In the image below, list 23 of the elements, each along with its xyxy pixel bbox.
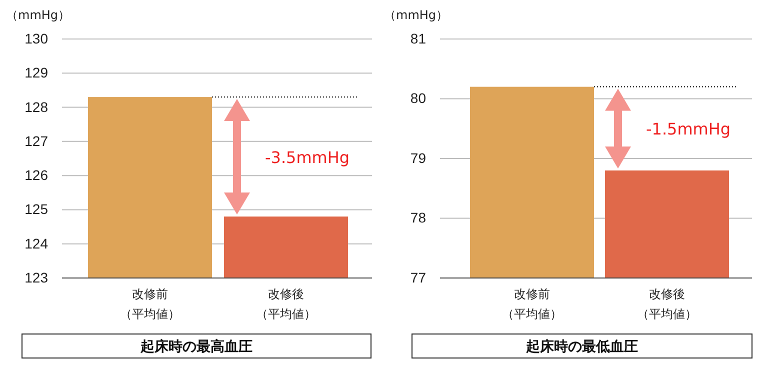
x-tick-label: 改修前（平均値）	[120, 287, 180, 321]
y-tick-label: 79	[410, 150, 426, 166]
y-tick-label: 77	[410, 269, 426, 286]
y-tick-label: 129	[24, 64, 48, 81]
y-axis-title: （mmHg）	[6, 8, 70, 22]
x-tick-label: 改修後（平均値）	[637, 287, 697, 321]
annotation: -3.5mmHg	[265, 148, 350, 167]
x-tick-label: 改修前（平均値）	[502, 287, 562, 321]
y-tick-label: 126	[24, 167, 48, 184]
y-tick-label: 123	[24, 269, 48, 286]
text: 起床時の最高血圧	[140, 338, 252, 355]
y-tick-label: 128	[24, 98, 48, 115]
y-tick-label: 125	[24, 201, 48, 218]
y-tick-label: 78	[410, 210, 426, 226]
y-tick-label: 127	[24, 132, 48, 149]
annotation: -1.5mmHg	[646, 120, 731, 139]
x-tick-label: 改修後（平均値）	[256, 287, 316, 321]
y-tick-label: 130	[24, 30, 48, 46]
y-tick-label: 81	[410, 30, 426, 46]
y-axis-title: （mmHg）	[384, 8, 448, 22]
y-tick-label: 80	[410, 90, 426, 106]
y-tick-label: 124	[24, 235, 48, 252]
text: 起床時の最低血圧	[525, 338, 638, 355]
